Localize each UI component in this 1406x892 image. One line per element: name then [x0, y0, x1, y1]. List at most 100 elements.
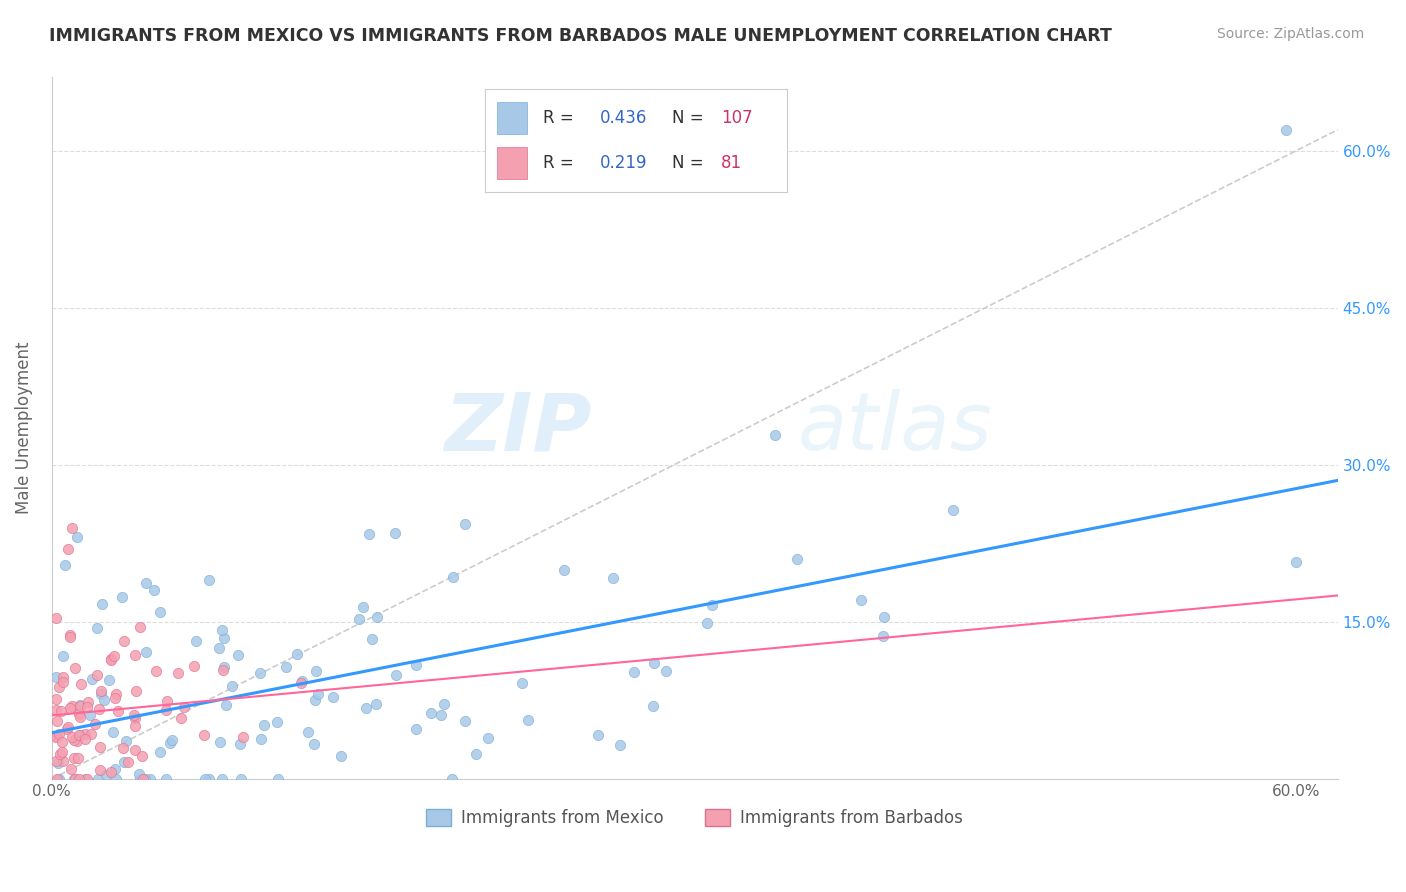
Point — [231, 772, 253, 786]
Text: 0.436: 0.436 — [600, 109, 647, 127]
Point — [419, 706, 441, 720]
Point — [86, 621, 108, 635]
Point — [125, 684, 148, 698]
Point — [609, 739, 631, 753]
Point — [465, 747, 488, 762]
Text: R =: R = — [543, 109, 578, 127]
Point — [159, 736, 181, 750]
Point — [87, 702, 110, 716]
Point — [59, 700, 82, 714]
Point — [69, 698, 91, 713]
Point — [112, 741, 135, 756]
Point — [69, 710, 91, 724]
Point — [66, 529, 89, 543]
Point — [454, 516, 477, 531]
Point — [266, 772, 288, 786]
Point — [63, 772, 86, 786]
Point — [290, 676, 312, 690]
Point — [82, 673, 104, 687]
Text: N =: N = — [672, 154, 710, 172]
Point — [702, 598, 724, 612]
Point — [285, 647, 308, 661]
Point — [193, 728, 215, 742]
Point — [59, 628, 82, 642]
Point — [100, 652, 122, 666]
Point — [112, 756, 135, 770]
Point — [45, 772, 67, 786]
Point — [155, 703, 177, 717]
Point — [229, 738, 252, 752]
Point — [602, 571, 624, 585]
Point — [135, 645, 157, 659]
Point — [105, 687, 128, 701]
Point — [46, 729, 69, 743]
Point — [359, 526, 381, 541]
Point — [52, 754, 75, 768]
Point — [356, 701, 378, 715]
Point — [128, 766, 150, 780]
Point — [104, 762, 127, 776]
Point — [197, 772, 219, 786]
Point — [253, 718, 276, 732]
Point — [104, 691, 127, 706]
Point — [167, 666, 190, 681]
Point — [149, 605, 172, 619]
Point — [46, 714, 69, 728]
Point — [128, 620, 150, 634]
Point — [53, 558, 76, 573]
Point — [249, 666, 271, 681]
Point — [170, 710, 193, 724]
Point — [349, 612, 371, 626]
Point — [184, 633, 207, 648]
Point — [135, 576, 157, 591]
Point — [155, 772, 177, 786]
Point — [510, 676, 533, 690]
Point — [131, 748, 153, 763]
Point — [209, 734, 232, 748]
Point — [304, 664, 326, 678]
Point — [266, 714, 288, 729]
Legend: Immigrants from Mexico, Immigrants from Barbados: Immigrants from Mexico, Immigrants from … — [419, 802, 970, 834]
Point — [183, 659, 205, 673]
Point — [211, 663, 233, 677]
Point — [49, 747, 72, 761]
Point — [623, 665, 645, 679]
Point — [52, 670, 75, 684]
Point — [52, 675, 75, 690]
Point — [97, 673, 120, 687]
Point — [51, 704, 73, 718]
Point — [211, 772, 233, 786]
Point — [51, 745, 73, 759]
Point — [77, 695, 100, 709]
Point — [364, 697, 387, 711]
Point — [214, 631, 236, 645]
Text: atlas: atlas — [797, 389, 993, 467]
Point — [208, 641, 231, 656]
Point — [430, 707, 453, 722]
Text: ZIP: ZIP — [444, 389, 592, 467]
Point — [79, 707, 101, 722]
Point — [67, 772, 90, 786]
Point — [212, 660, 235, 674]
Point — [198, 573, 221, 587]
Point — [89, 763, 111, 777]
Point — [477, 731, 499, 745]
Point — [45, 703, 67, 717]
Point — [384, 668, 406, 682]
Point — [76, 700, 98, 714]
Point — [45, 731, 67, 745]
Point — [45, 692, 67, 706]
Point — [149, 745, 172, 759]
Point — [304, 692, 326, 706]
Point — [69, 699, 91, 714]
Point — [89, 740, 111, 755]
Point — [56, 722, 79, 736]
Point — [87, 772, 110, 786]
Point — [232, 731, 254, 745]
Point — [1285, 555, 1308, 569]
Point — [63, 661, 86, 675]
Text: N =: N = — [672, 109, 710, 127]
Point — [67, 707, 90, 722]
Point — [76, 772, 98, 786]
Point — [63, 751, 86, 765]
